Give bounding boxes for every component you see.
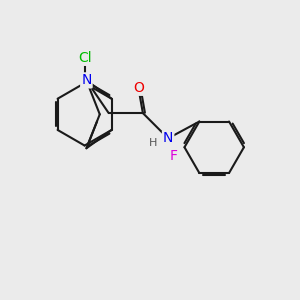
Text: H: H <box>149 138 158 148</box>
Text: Cl: Cl <box>78 51 92 65</box>
Text: F: F <box>170 149 178 163</box>
Text: N: N <box>163 131 173 145</box>
Text: N: N <box>81 74 92 87</box>
Text: O: O <box>133 81 144 95</box>
